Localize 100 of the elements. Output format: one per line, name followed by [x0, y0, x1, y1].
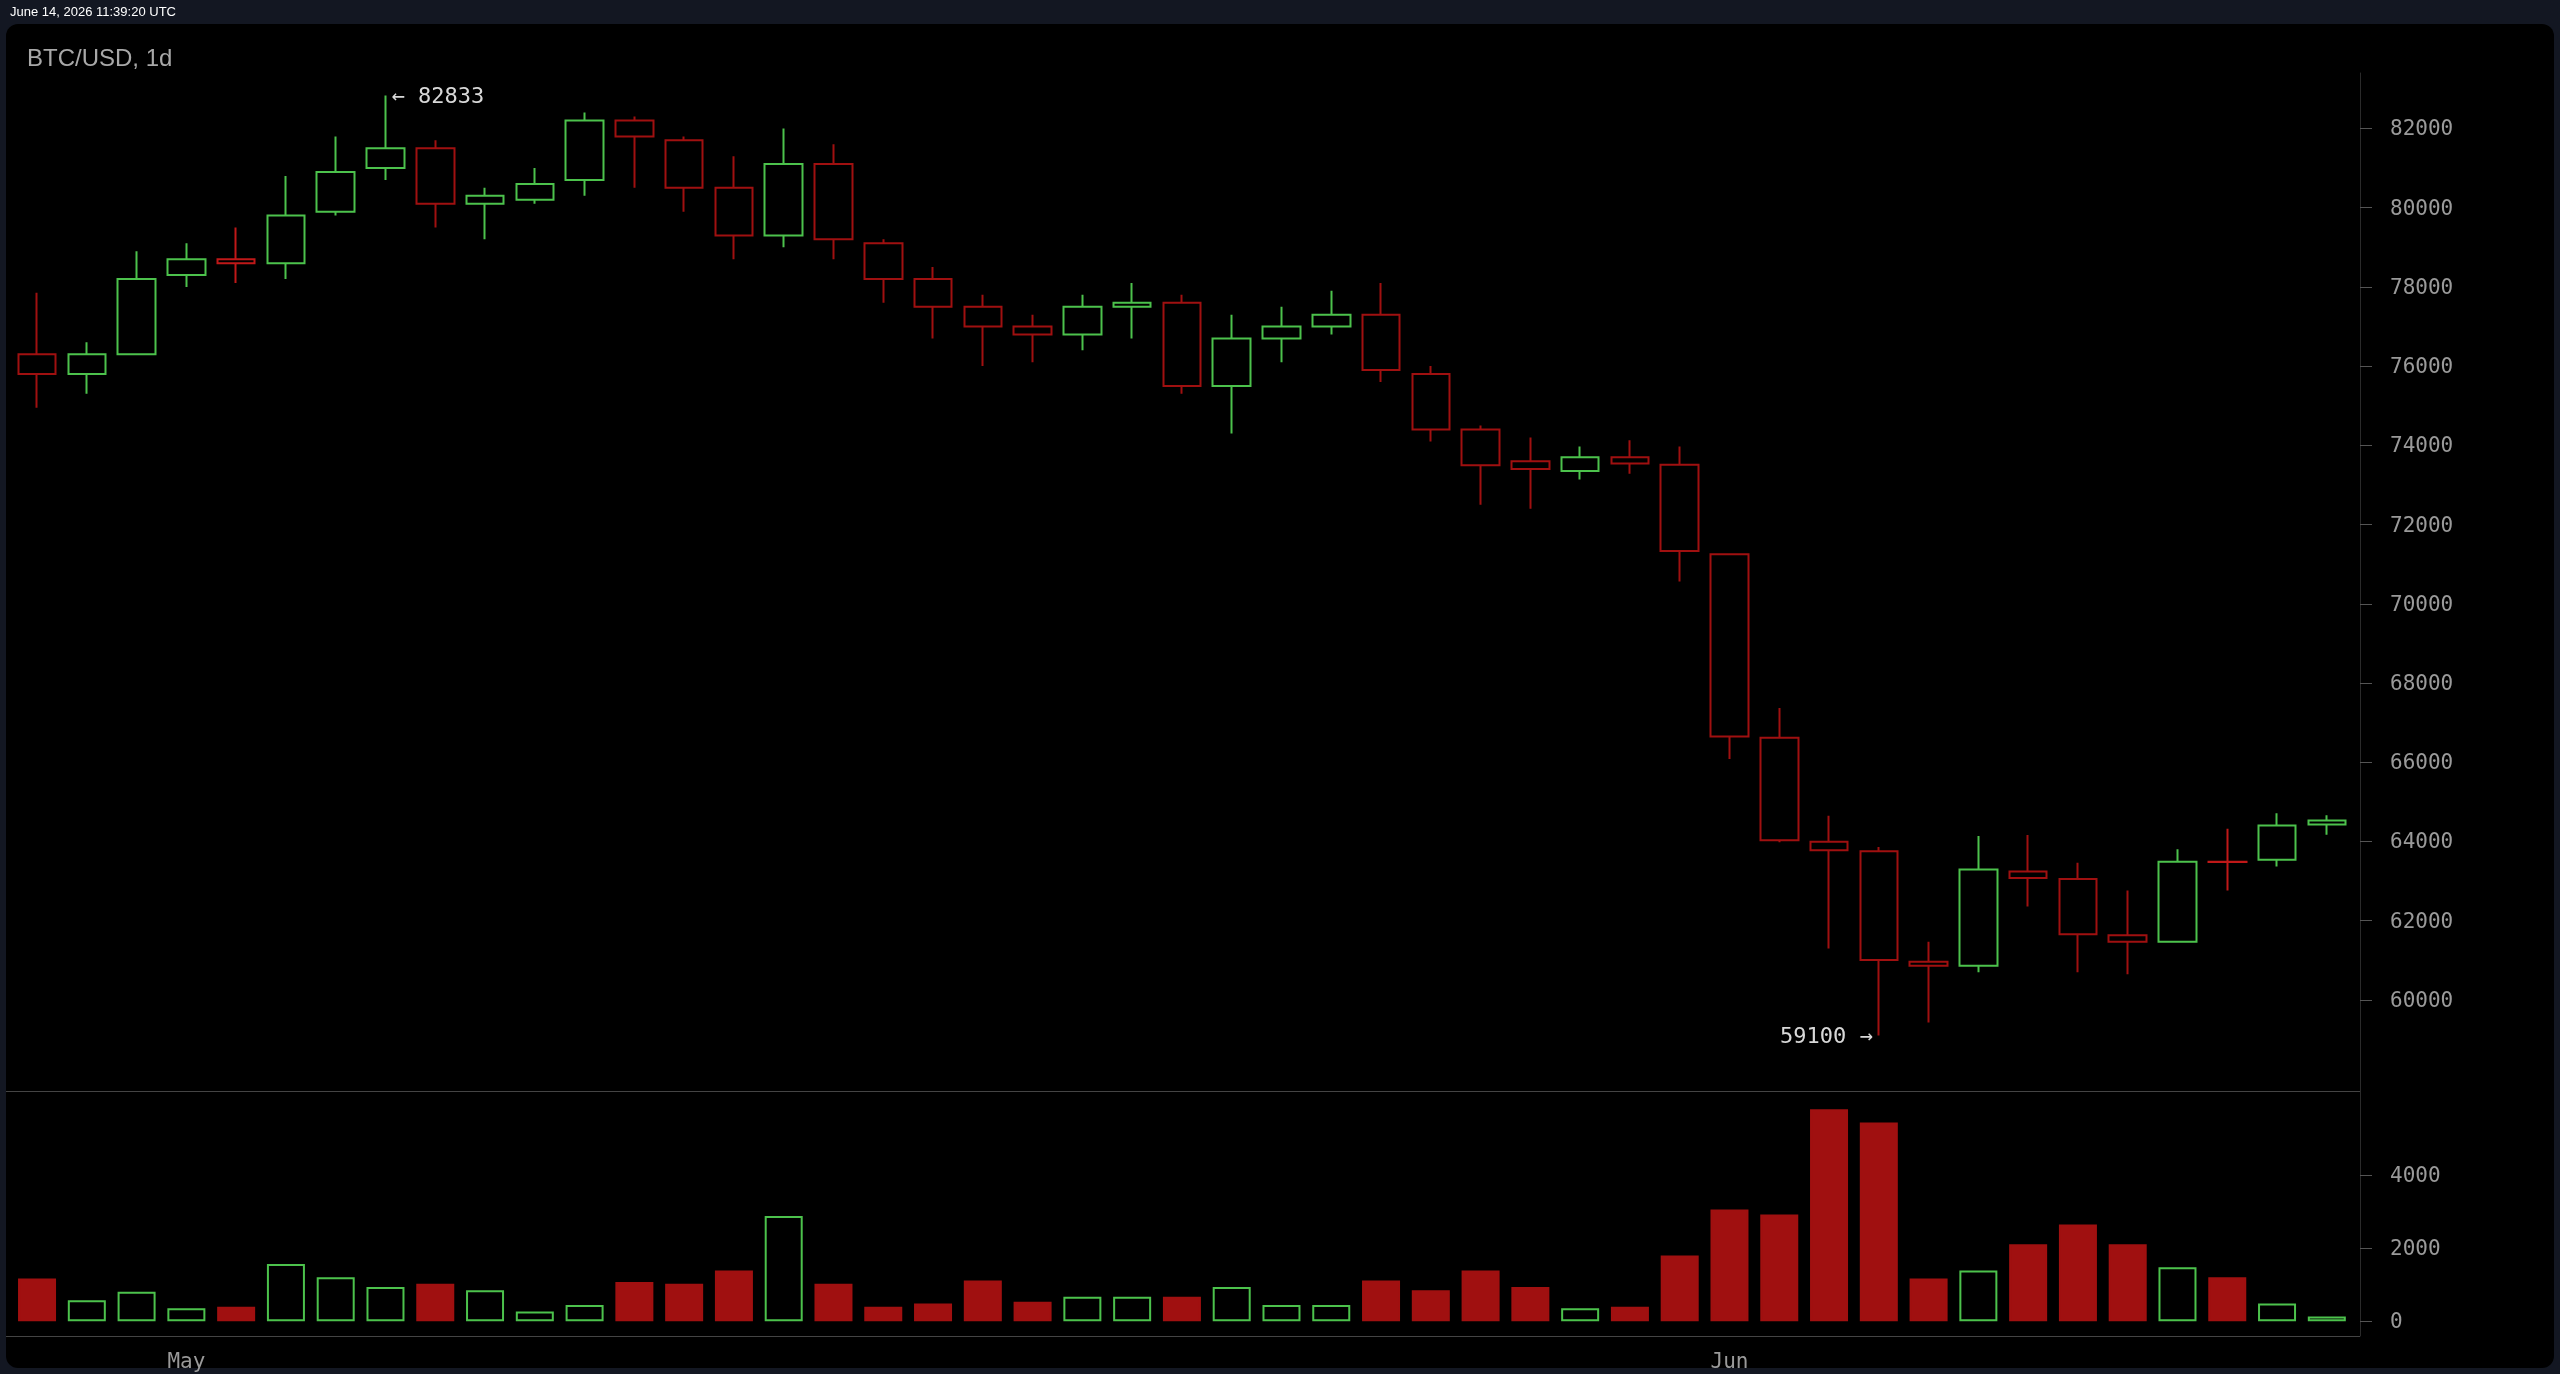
bar	[466, 1290, 505, 1322]
bar	[1511, 1287, 1550, 1322]
y-tick-label: 60000	[2390, 987, 2454, 1012]
candlestick	[2257, 812, 2297, 868]
candlestick	[2307, 814, 2347, 836]
text: June 14, 2026 11:39:20 UTC	[10, 4, 176, 19]
candlestick	[465, 186, 505, 241]
y-tick-label: 64000	[2390, 829, 2454, 854]
bar	[1959, 1270, 1998, 1322]
y-tick-label: 66000	[2390, 750, 2454, 775]
candlestick	[17, 291, 57, 409]
candlestick	[1610, 439, 1650, 475]
candlestick	[1560, 445, 1600, 481]
candlestick	[67, 341, 107, 395]
y-tick-label: 78000	[2390, 274, 2454, 299]
candlestick	[216, 226, 256, 284]
candlestick	[913, 266, 953, 340]
bar	[1710, 1209, 1749, 1322]
candlestick	[813, 143, 854, 261]
candlestick	[1908, 940, 1949, 1024]
bar	[2158, 1267, 2197, 1322]
bar	[963, 1280, 1002, 1322]
candlestick	[763, 127, 804, 249]
x-tick-label: May	[167, 1348, 206, 1373]
bar	[1859, 1122, 1898, 1322]
candlestick	[166, 242, 207, 288]
bar	[217, 1306, 256, 1322]
bar	[266, 1263, 305, 1322]
y-tick-label: 0	[2390, 1309, 2403, 1334]
annotation: ← 82833	[391, 82, 485, 108]
bar	[1362, 1280, 1401, 1322]
candlestick	[1162, 293, 1202, 395]
y-tick-label: 82000	[2390, 116, 2454, 141]
bar	[1411, 1290, 1450, 1322]
y-tick-label: 80000	[2390, 195, 2454, 220]
bar	[914, 1303, 953, 1322]
bar	[67, 1300, 106, 1322]
candlestick	[1759, 706, 1800, 844]
bar	[764, 1216, 803, 1322]
candlestick	[863, 238, 904, 304]
bar	[1312, 1304, 1351, 1322]
bar	[416, 1283, 455, 1322]
candlestick	[1311, 289, 1352, 336]
candlestick	[963, 293, 1003, 368]
bar	[1262, 1304, 1301, 1322]
candlestick	[614, 115, 655, 189]
bar	[1810, 1109, 1849, 1322]
bar	[2258, 1303, 2297, 1322]
chart-title: BTC/USD, 1d	[27, 43, 173, 71]
bar	[565, 1304, 604, 1322]
bar	[1909, 1278, 1948, 1322]
bar	[814, 1283, 853, 1322]
bar	[2307, 1316, 2346, 1322]
bar	[1760, 1214, 1799, 1322]
bar	[1610, 1306, 1649, 1322]
candlestick	[2157, 848, 2198, 943]
bar	[1013, 1301, 1052, 1322]
candlestick	[1709, 553, 1750, 761]
y-tick-label: 2000	[2390, 1236, 2441, 1261]
bar	[2009, 1244, 2048, 1322]
bar	[1660, 1255, 1699, 1322]
candlestick	[564, 111, 605, 197]
bar	[864, 1306, 903, 1322]
candlestick	[415, 139, 456, 229]
bar	[2058, 1224, 2097, 1322]
candlestick	[2008, 834, 2048, 908]
y-tick-label: 68000	[2390, 671, 2454, 696]
candlestick	[1261, 305, 1302, 364]
bar	[18, 1278, 57, 1322]
candlestick	[266, 174, 306, 280]
bar	[1063, 1296, 1102, 1322]
bar	[2108, 1244, 2147, 1322]
bar	[1461, 1270, 1500, 1322]
bar	[1561, 1308, 1600, 1322]
candlestick	[1958, 834, 1999, 974]
candlestick	[1809, 814, 1849, 950]
bar	[1212, 1287, 1251, 1322]
bar	[1113, 1296, 1152, 1322]
candlestick	[1460, 424, 1501, 506]
bar	[117, 1291, 156, 1322]
bar	[2208, 1277, 2247, 1322]
annotation: 59100 →	[1780, 1023, 1873, 1049]
candlestick	[1659, 445, 1700, 583]
candlestick	[1510, 436, 1551, 510]
candlestick	[2207, 827, 2248, 892]
candlestick	[1361, 281, 1401, 383]
candlestick	[1062, 293, 1103, 352]
y-tick-label: 70000	[2390, 591, 2454, 616]
bar	[167, 1308, 206, 1322]
bar	[1162, 1296, 1201, 1322]
candlestick	[2107, 889, 2148, 976]
candlestick	[2058, 861, 2098, 974]
candlestick	[116, 250, 157, 356]
y-tick-label: 74000	[2390, 433, 2454, 458]
bar	[714, 1270, 753, 1322]
bar	[615, 1281, 654, 1322]
candlestick	[315, 135, 356, 217]
y-tick-label: 4000	[2390, 1163, 2441, 1188]
candlestick	[1211, 313, 1252, 435]
bar	[366, 1287, 405, 1322]
